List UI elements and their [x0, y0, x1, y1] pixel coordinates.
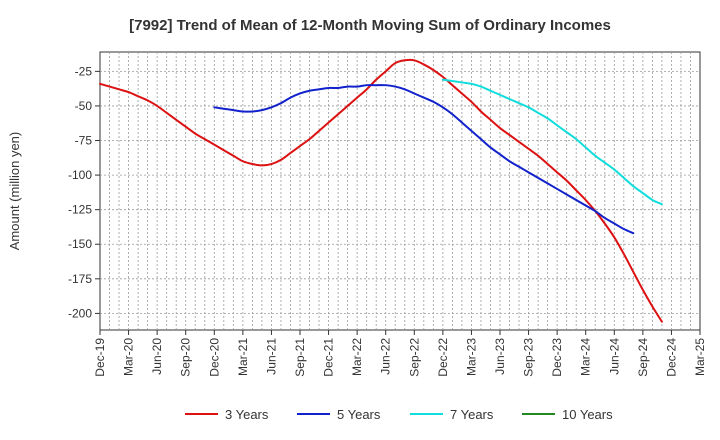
x-axis-ticks: Dec-19 Mar-20 Jun-20 Sep-20 Dec-20 Mar-21 Jun-… [93, 330, 707, 377]
x-tick-label: Mar-24 [579, 338, 593, 376]
grid [100, 52, 700, 330]
x-tick-label: Sep-21 [293, 338, 307, 377]
y-tick-label: -175 [68, 272, 92, 286]
series-line-7-years [441, 78, 663, 206]
series-lines [99, 58, 663, 323]
plot-area [99, 51, 701, 331]
y-tick-label: -25 [75, 64, 93, 78]
legend-label-7-years: 7 Years [450, 407, 494, 422]
legend-label-10-years: 10 Years [562, 407, 613, 422]
x-tick-label: Dec-23 [550, 338, 564, 377]
x-tick-label: Dec-19 [93, 338, 107, 377]
x-tick-label: Dec-22 [436, 338, 450, 377]
x-tick-label: Mar-21 [236, 338, 250, 376]
series-line-3-years [99, 58, 663, 323]
y-tick-label: -150 [68, 237, 92, 251]
x-tick-label: Jun-24 [607, 338, 621, 375]
y-tick-label: -125 [68, 203, 92, 217]
x-tick-label: Jun-22 [379, 338, 393, 375]
x-tick-label: Mar-25 [693, 338, 707, 376]
y-tick-label: -50 [75, 99, 93, 113]
y-axis-ticks: -25 -50 -75 -100 -125 -150 -175 -200 [68, 64, 100, 320]
x-tick-label: Sep-20 [179, 338, 193, 377]
y-axis-label: Amount (million yen) [7, 132, 22, 251]
legend: 3 Years 5 Years 7 Years 10 Years [185, 407, 613, 422]
x-tick-label: Mar-20 [122, 338, 136, 376]
x-tick-label: Mar-23 [464, 338, 478, 376]
legend-label-3-years: 3 Years [225, 407, 269, 422]
x-tick-label: Mar-22 [350, 338, 364, 376]
x-tick-label: Dec-21 [322, 338, 336, 377]
x-tick-label: Sep-23 [522, 338, 536, 377]
y-tick-label: -75 [75, 134, 93, 148]
series-line-5-years [213, 84, 635, 235]
y-tick-label: -100 [68, 168, 92, 182]
chart-title: [7992] Trend of Mean of 12-Month Moving … [129, 17, 611, 34]
x-tick-label: Dec-24 [664, 338, 678, 377]
x-tick-label: Sep-22 [407, 338, 421, 377]
legend-label-5-years: 5 Years [337, 407, 381, 422]
x-tick-label: Jun-20 [150, 338, 164, 375]
x-tick-label: Jun-21 [264, 338, 278, 375]
y-tick-label: -200 [68, 306, 92, 320]
x-tick-label: Sep-24 [636, 338, 650, 377]
x-tick-label: Jun-23 [493, 338, 507, 375]
x-tick-label: Dec-20 [207, 338, 221, 377]
